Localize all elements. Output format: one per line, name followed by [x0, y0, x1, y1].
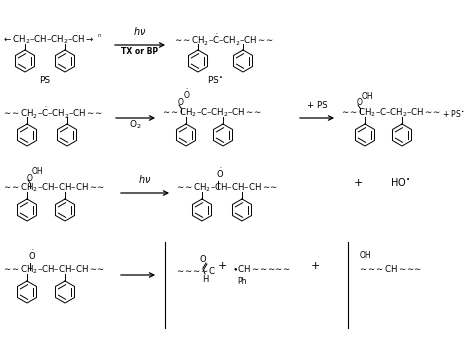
Text: $\leftarrow$CH$_2$–CH–CH$_2$–CH$\rightarrow$: $\leftarrow$CH$_2$–CH–CH$_2$–CH$\rightar… — [2, 34, 94, 46]
Text: $\sim\!\!\sim\!\!\sim$CH$\sim\!\!\sim\!\!\sim$: $\sim\!\!\sim\!\!\sim$CH$\sim\!\!\sim\!\… — [358, 262, 422, 274]
Text: $\sim\!\!\sim$CH$_2$–CH–CH–CH$\sim\!\!\sim$: $\sim\!\!\sim$CH$_2$–CH–CH–CH$\sim\!\!\s… — [2, 264, 105, 276]
Text: OH: OH — [362, 92, 374, 101]
Text: H: H — [202, 275, 208, 284]
Text: O: O — [27, 174, 33, 183]
Text: O: O — [178, 98, 184, 107]
Text: $\sim\!\!\sim$CH$_2$–$\dot{\rm C}$–CH$_2$–CH$\sim\!\!\sim$: $\sim\!\!\sim$CH$_2$–$\dot{\rm C}$–CH$_2… — [173, 32, 274, 48]
Text: $\sim\!\!\sim$CH$_2$–$\dot{\rm C}$–CH$_2$–CH$\sim\!\!\sim$: $\sim\!\!\sim$CH$_2$–$\dot{\rm C}$–CH$_2… — [2, 105, 103, 121]
Text: Ph: Ph — [237, 277, 247, 286]
Text: O: O — [200, 256, 207, 265]
Text: $\bullet$CH$\sim\!\!\sim\!\!\sim\!\!\sim\!\!\sim$: $\bullet$CH$\sim\!\!\sim\!\!\sim\!\!\sim… — [232, 263, 291, 275]
Text: + PS$^{\bullet}$: + PS$^{\bullet}$ — [442, 108, 465, 119]
Text: +: + — [217, 261, 227, 271]
Text: $\sim\!\!\sim$CH$_2$–CH–CH–CH$\sim\!\!\sim$: $\sim\!\!\sim$CH$_2$–CH–CH–CH$\sim\!\!\s… — [2, 182, 105, 194]
Text: $\dot{\rm O}$: $\dot{\rm O}$ — [183, 87, 191, 101]
Text: $_n$: $_n$ — [97, 33, 102, 40]
Text: OH: OH — [360, 252, 372, 261]
Text: + PS: + PS — [307, 101, 328, 110]
Text: $\sim\!\!\sim$CH$_2$–C–CH$_2$–CH$\sim\!\!\sim$: $\sim\!\!\sim$CH$_2$–C–CH$_2$–CH$\sim\!\… — [340, 107, 441, 119]
Text: O: O — [357, 98, 363, 107]
Text: $\dot{\rm O}$: $\dot{\rm O}$ — [28, 248, 36, 262]
Text: +: + — [353, 178, 363, 188]
Text: $h\nu$: $h\nu$ — [138, 173, 152, 185]
Text: O$_2$: O$_2$ — [129, 118, 141, 131]
Text: +: + — [310, 261, 319, 271]
Text: TX or BP: TX or BP — [121, 47, 159, 56]
Text: OH: OH — [32, 167, 44, 176]
Text: PS$^{\bullet}$: PS$^{\bullet}$ — [207, 74, 223, 85]
Text: PS: PS — [39, 76, 51, 85]
Text: $\sim\!\!\sim$CH$_2$–CH–CH–CH$\sim\!\!\sim$: $\sim\!\!\sim$CH$_2$–CH–CH–CH$\sim\!\!\s… — [175, 182, 278, 194]
Text: $\sim\!\!\sim$CH$_2$–C–CH$_2$–CH$\sim\!\!\sim$: $\sim\!\!\sim$CH$_2$–C–CH$_2$–CH$\sim\!\… — [161, 107, 262, 119]
Text: $\sim\!\!\sim\!\!\sim\!\!\sim$C: $\sim\!\!\sim\!\!\sim\!\!\sim$C — [175, 265, 217, 276]
Text: $\dot{\rm O}$: $\dot{\rm O}$ — [216, 166, 224, 180]
Text: HO$^{\bullet}$: HO$^{\bullet}$ — [390, 176, 410, 188]
Text: $h\nu$: $h\nu$ — [133, 25, 146, 37]
